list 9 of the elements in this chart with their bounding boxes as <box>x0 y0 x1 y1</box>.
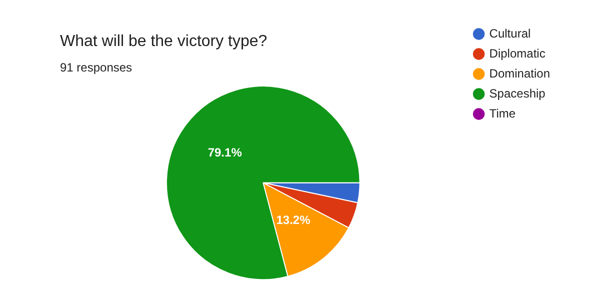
chart-title: What will be the victory type? <box>60 33 268 50</box>
text: 91 responses <box>60 60 132 75</box>
legend-label: Spaceship <box>489 86 546 100</box>
legend-label: Diplomatic <box>489 46 546 60</box>
data-label: 79.1% <box>208 146 242 160</box>
data-label: 13.2% <box>276 212 311 227</box>
legend-label: Cultural <box>489 26 531 40</box>
legend-label: Domination <box>489 66 550 80</box>
legend-label: Time <box>489 106 516 120</box>
